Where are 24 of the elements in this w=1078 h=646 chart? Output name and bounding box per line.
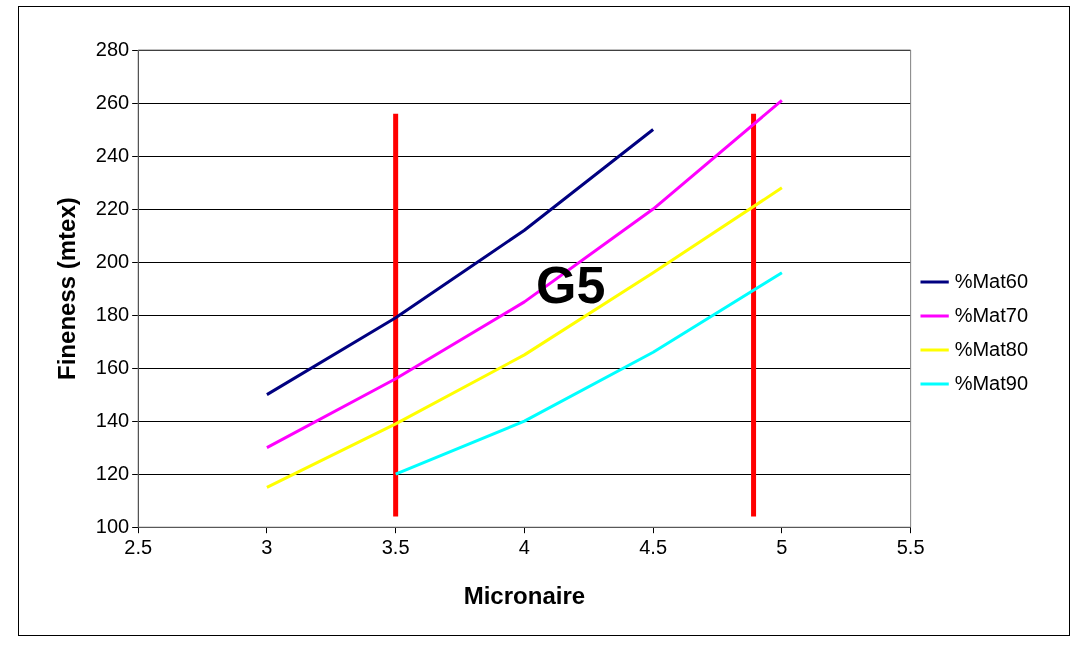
x-tick-label: 4 — [518, 535, 530, 558]
y-tick-label: 140 — [95, 408, 130, 431]
y-tick-label: 160 — [95, 355, 130, 378]
y-tick-label: 260 — [95, 90, 130, 113]
x-tick-label: 2.5 — [124, 535, 153, 558]
y-tick-label: 220 — [95, 196, 130, 219]
x-tick-label: 3.5 — [381, 535, 410, 558]
y-tick-label: 280 — [95, 37, 130, 60]
x-tick-label: 5 — [776, 535, 788, 558]
y-tick-label: 240 — [95, 143, 130, 166]
y-tick-label: 200 — [95, 249, 130, 272]
y-tick-label: 180 — [95, 302, 130, 325]
legend-label: %Mat70 — [954, 303, 1029, 326]
y-tick-label: 100 — [95, 514, 130, 537]
y-axis-title: Fineness (mtex) — [53, 197, 81, 380]
annotation: G5 — [536, 255, 606, 314]
legend-label: %Mat90 — [954, 371, 1029, 394]
x-axis-title: Micronaire — [463, 582, 586, 610]
legend-label: %Mat80 — [954, 337, 1029, 360]
y-tick-label: 120 — [95, 461, 130, 484]
x-tick-label: 3 — [261, 535, 273, 558]
x-tick-label: 4.5 — [639, 535, 668, 558]
x-tick-label: 5.5 — [896, 535, 925, 558]
legend-label: %Mat60 — [954, 269, 1029, 292]
